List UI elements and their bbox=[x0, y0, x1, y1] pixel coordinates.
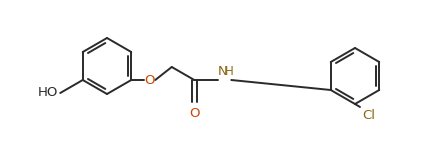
Text: O: O bbox=[189, 107, 199, 120]
Text: N: N bbox=[218, 65, 227, 78]
Text: H: H bbox=[225, 65, 233, 78]
Text: HO: HO bbox=[38, 87, 58, 100]
Text: O: O bbox=[144, 74, 155, 87]
Text: Cl: Cl bbox=[362, 109, 375, 122]
